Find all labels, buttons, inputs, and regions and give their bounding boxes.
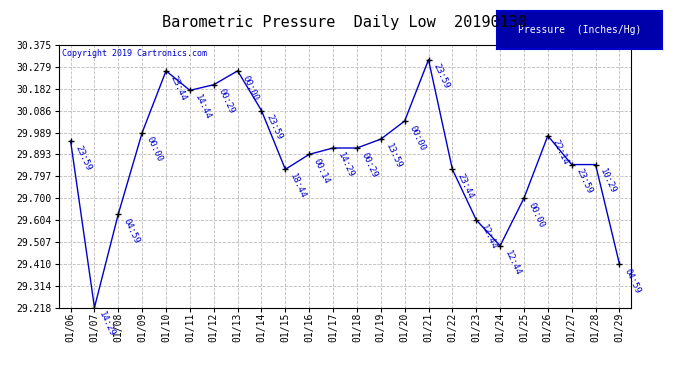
- Text: 23:44: 23:44: [455, 172, 475, 200]
- Text: 12:44: 12:44: [503, 249, 522, 277]
- Text: 23:59: 23:59: [73, 144, 93, 172]
- Text: 00:00: 00:00: [407, 124, 427, 152]
- Text: 14:29: 14:29: [97, 310, 117, 339]
- Text: 14:29: 14:29: [336, 151, 355, 179]
- Text: 23:59: 23:59: [575, 167, 594, 195]
- Text: 00:29: 00:29: [359, 151, 380, 179]
- Text: 14:44: 14:44: [193, 93, 213, 122]
- Text: 00:14: 00:14: [312, 157, 331, 185]
- Text: 10:29: 10:29: [598, 167, 618, 195]
- Text: 12:44: 12:44: [479, 223, 499, 251]
- Text: 04:59: 04:59: [121, 217, 141, 245]
- Text: 00:29: 00:29: [217, 87, 236, 116]
- Text: 23:59: 23:59: [431, 63, 451, 91]
- Text: Barometric Pressure  Daily Low  20190130: Barometric Pressure Daily Low 20190130: [163, 15, 527, 30]
- Text: 00:00: 00:00: [526, 201, 546, 229]
- Text: 00:00: 00:00: [145, 135, 164, 164]
- Text: 13:59: 13:59: [384, 142, 403, 170]
- Text: 23:44: 23:44: [169, 74, 188, 102]
- Text: 23:59: 23:59: [264, 113, 284, 141]
- Text: 00:00: 00:00: [240, 74, 260, 102]
- Text: Copyright 2019 Cartronics.com: Copyright 2019 Cartronics.com: [61, 49, 206, 58]
- Text: Pressure  (Inches/Hg): Pressure (Inches/Hg): [518, 25, 641, 35]
- Text: 18:44: 18:44: [288, 172, 308, 200]
- Text: 22:14: 22:14: [551, 138, 570, 167]
- Text: 04:59: 04:59: [622, 267, 642, 295]
